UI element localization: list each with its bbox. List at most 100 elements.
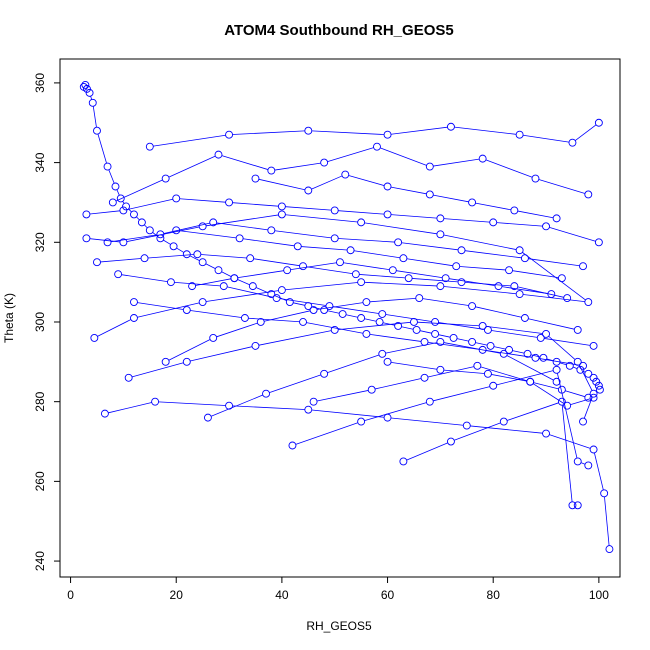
series-0-segment bbox=[144, 224, 148, 229]
series-8-segment bbox=[443, 218, 490, 223]
series-11-point bbox=[478, 345, 487, 354]
series-10-point bbox=[378, 310, 387, 318]
series-0-point bbox=[182, 250, 191, 259]
series-9-point bbox=[246, 254, 255, 263]
series-8-segment bbox=[232, 202, 279, 207]
series-14-segment bbox=[316, 302, 364, 310]
series-1-segment bbox=[137, 302, 200, 318]
series-10-segment bbox=[385, 314, 432, 322]
series-3-point bbox=[542, 329, 550, 338]
series-2-point bbox=[462, 421, 471, 430]
series-10-point bbox=[325, 302, 334, 310]
series-18-segment bbox=[501, 286, 548, 294]
series-15-point bbox=[557, 274, 566, 283]
series-5-segment bbox=[454, 422, 501, 441]
series-1-segment bbox=[364, 222, 437, 235]
series-0-point bbox=[111, 182, 120, 191]
series-16-point bbox=[103, 238, 112, 247]
series-11-segment bbox=[538, 358, 580, 366]
series-8-segment bbox=[126, 198, 173, 211]
series-10-point bbox=[272, 294, 281, 303]
series-0-segment bbox=[364, 318, 377, 322]
series-10-segment bbox=[227, 286, 274, 298]
series-0-point bbox=[214, 266, 223, 275]
series-9-segment bbox=[253, 258, 300, 267]
series-14-segment bbox=[216, 322, 258, 338]
series-6-point bbox=[594, 118, 603, 127]
series-0-segment bbox=[512, 350, 525, 354]
x-tick-label: 60 bbox=[381, 588, 395, 602]
series-18-point bbox=[283, 266, 292, 275]
series-4-segment bbox=[580, 462, 586, 465]
series-16-segment bbox=[110, 234, 157, 243]
series-8-segment bbox=[338, 210, 385, 215]
series-10-point bbox=[431, 318, 440, 326]
series-6-point bbox=[304, 126, 313, 135]
series-17-point bbox=[425, 190, 434, 199]
series-14-point bbox=[362, 298, 371, 307]
series-9-segment bbox=[200, 254, 247, 259]
series-15-point bbox=[346, 246, 355, 255]
series-3-segment bbox=[190, 346, 253, 362]
series-10-point bbox=[483, 326, 492, 334]
series-16-segment bbox=[163, 222, 210, 234]
series-8-point bbox=[542, 222, 550, 231]
series-0-point bbox=[338, 310, 347, 318]
series-6-point bbox=[515, 130, 524, 139]
series-8-point bbox=[383, 210, 392, 219]
series-10-point bbox=[536, 333, 545, 342]
series-0-segment bbox=[255, 287, 269, 294]
series-0-point bbox=[449, 333, 458, 342]
series-15-segment bbox=[406, 258, 453, 267]
series-4-segment bbox=[496, 370, 554, 386]
series-15-point bbox=[235, 234, 244, 243]
series-4-point bbox=[552, 365, 561, 374]
series-7-point bbox=[373, 142, 381, 151]
x-axis: 0 20 40 60 80 100 bbox=[67, 576, 609, 602]
series-7-segment bbox=[538, 179, 586, 194]
series-15-segment bbox=[459, 266, 506, 271]
series-14-point bbox=[161, 357, 170, 366]
series-7-segment bbox=[168, 155, 216, 178]
series-9-segment bbox=[306, 266, 353, 275]
series-6-point bbox=[225, 130, 234, 139]
series-10-point bbox=[114, 270, 123, 279]
series-4-segment bbox=[295, 422, 358, 445]
series-0-point bbox=[320, 306, 329, 314]
y-axis: 240 260 280 300 320 340 360 bbox=[33, 73, 61, 571]
series-9-point bbox=[404, 274, 413, 283]
series-7-segment bbox=[221, 155, 269, 170]
series-0-segment bbox=[205, 263, 216, 269]
series-0-segment bbox=[221, 271, 232, 277]
series-8-point bbox=[225, 198, 234, 207]
series-10-segment bbox=[280, 298, 327, 306]
series-18-point bbox=[441, 274, 450, 283]
series-9-segment bbox=[100, 258, 142, 263]
series-1-point bbox=[277, 286, 286, 295]
series-17-segment bbox=[258, 178, 305, 191]
series-11-segment bbox=[248, 317, 300, 323]
series-17-point bbox=[383, 182, 392, 191]
series-0-point bbox=[394, 322, 403, 330]
series-11-point bbox=[531, 353, 540, 362]
series-1-point bbox=[82, 234, 91, 243]
series-9-point bbox=[93, 258, 101, 267]
y-tick-label: 340 bbox=[33, 152, 47, 172]
series-2-segment bbox=[108, 402, 152, 414]
series-4-point bbox=[584, 461, 593, 470]
series-15-segment bbox=[512, 270, 559, 279]
series-15-segment bbox=[353, 250, 400, 259]
series-16-point bbox=[520, 254, 529, 263]
series-16-point bbox=[330, 234, 339, 243]
series-14-point bbox=[256, 318, 265, 326]
series-12-point bbox=[262, 389, 270, 398]
series-1-segment bbox=[285, 282, 358, 291]
series-0-point bbox=[145, 226, 154, 235]
series-0-segment bbox=[189, 255, 200, 262]
series-2-segment bbox=[390, 417, 464, 426]
series-8-point bbox=[436, 214, 445, 223]
series-14-point bbox=[415, 294, 424, 303]
series-17-point bbox=[552, 214, 561, 223]
series-3-point bbox=[124, 373, 133, 382]
series-1-segment bbox=[126, 226, 200, 242]
